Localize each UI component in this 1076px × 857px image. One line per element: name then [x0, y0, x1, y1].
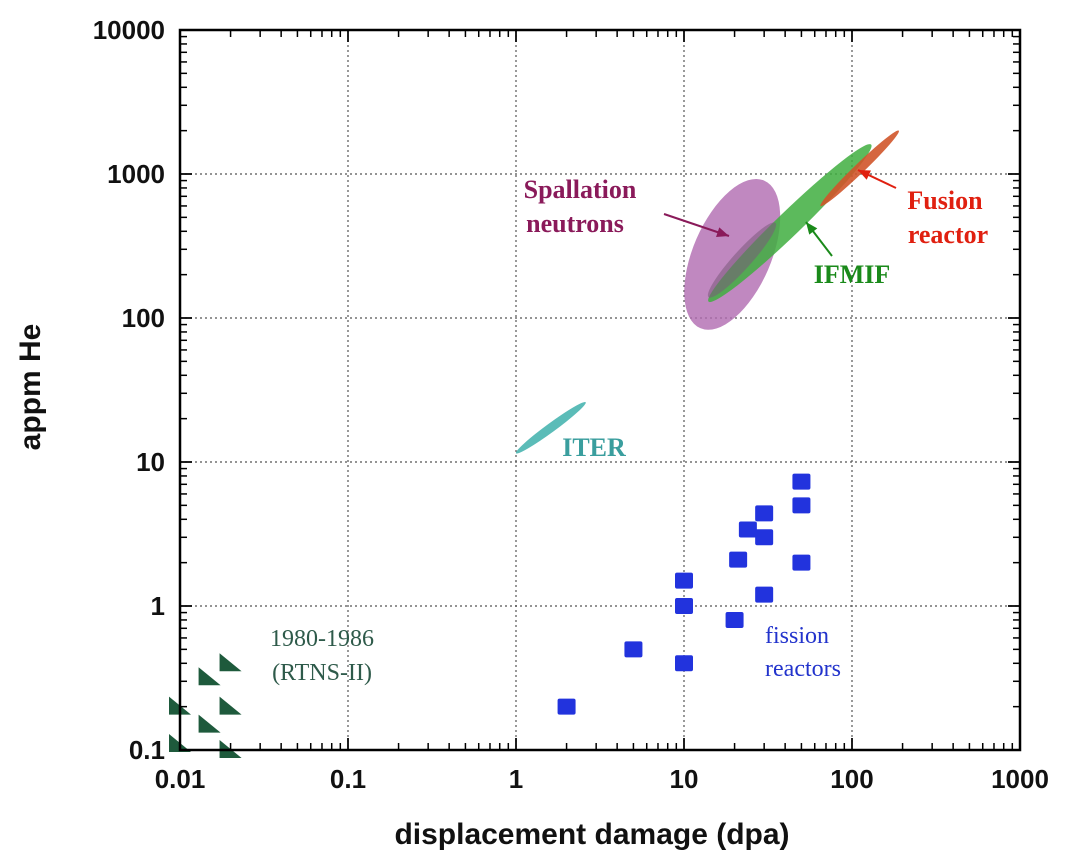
grid-lines — [180, 30, 1020, 750]
annotations: Spallation neutrons Fusion reactor IFMIF… — [270, 175, 988, 686]
rtns-ii-point — [198, 667, 221, 686]
fission-reactor-point — [792, 473, 811, 490]
y-tick-label: 1000 — [107, 159, 165, 189]
fusion-label-line1: Fusion — [907, 186, 983, 215]
fission-reactor-point — [557, 698, 576, 715]
fusion-label-line2: reactor — [908, 220, 988, 249]
annotation-arrows — [663, 169, 897, 257]
ifmif-label: IFMIF — [814, 260, 891, 289]
spallation-label-line2: neutrons — [526, 209, 624, 238]
y-tick-label: 1 — [151, 591, 165, 621]
spallation-ifmif-overlap — [707, 222, 777, 298]
fission-reactor-point — [729, 551, 748, 568]
x-tick-label: 0.01 — [155, 764, 206, 794]
fission-reactor-point — [755, 505, 774, 522]
x-tick-label: 100 — [830, 764, 873, 794]
x-tick-label: 1 — [509, 764, 523, 794]
fission-reactor-point — [738, 521, 757, 538]
fission-reactor-point — [675, 572, 693, 589]
spallation-label-line1: Spallation — [524, 175, 637, 204]
rtns-label-line1: 1980-1986 — [270, 626, 374, 652]
spallation-arrow-head — [716, 227, 729, 237]
fission-reactor-point — [675, 598, 693, 614]
fission-reactor-point — [755, 529, 774, 546]
fission-label-line1: fission — [765, 623, 829, 649]
x-axis-label: displacement damage (dpa) — [394, 818, 789, 851]
fusion-arrow-head — [858, 170, 871, 180]
y-tick-label: 100 — [122, 303, 165, 333]
axis-labels: displacement damage (dpa) appm He — [14, 324, 790, 851]
plot-frame — [178, 28, 1022, 752]
fission-reactor-point — [792, 497, 811, 514]
irradiation-regions — [515, 130, 899, 454]
rtns-ii-point — [198, 714, 221, 733]
fission-label-line2: reactors — [765, 656, 841, 682]
y-tick-label: 10000 — [93, 15, 165, 45]
fission-reactor-point — [624, 641, 643, 658]
rtns-ii-point — [219, 653, 242, 672]
y-tick-label: 10 — [136, 447, 165, 477]
rtns-label-line2: (RTNS-II) — [272, 660, 372, 686]
data-points — [169, 473, 811, 758]
x-tick-label: 1000 — [991, 764, 1049, 794]
fission-reactor-point — [675, 655, 693, 672]
iter-region — [515, 401, 586, 454]
x-tick-label: 10 — [670, 764, 699, 794]
ifmif-arrow-head — [806, 222, 818, 235]
fission-reactor-point — [755, 586, 774, 603]
spallation-region — [684, 178, 781, 330]
iter-label: ITER — [562, 433, 626, 462]
y-tick-label: 0.1 — [129, 735, 165, 765]
y-axis-label: appm He — [14, 324, 47, 451]
fission-reactor-point — [725, 611, 744, 628]
fusion-region — [820, 130, 899, 207]
x-tick-label: 0.1 — [330, 764, 366, 794]
fission-reactor-point — [792, 554, 811, 571]
rtns-ii-point — [219, 696, 242, 715]
